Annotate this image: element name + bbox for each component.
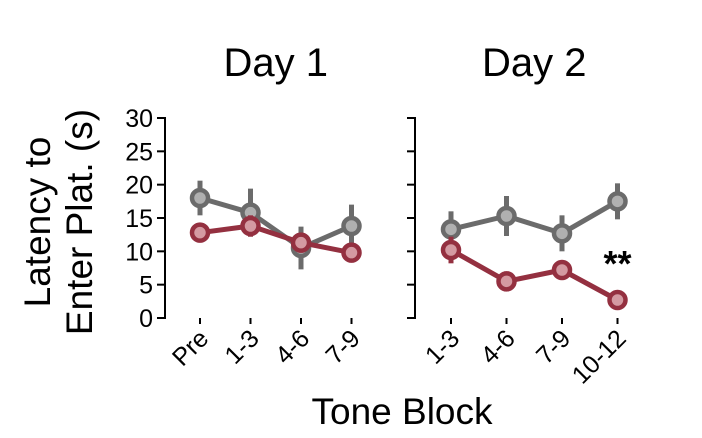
panel-title: Day 1	[224, 41, 329, 85]
series-line	[199, 195, 353, 251]
panel-2: Day 2 1-3 4-6 7-910-12 **	[407, 41, 632, 389]
series-line	[449, 247, 619, 303]
y-tick-label: 5	[139, 272, 153, 300]
y-tick-label: 20	[125, 172, 153, 200]
y-axis-label: Latency to Enter Plat. (s)	[17, 109, 100, 335]
x-tick-label: 7-9	[320, 324, 365, 369]
y-tick-label: 30	[125, 105, 153, 133]
data-point	[189, 187, 211, 209]
data-point	[607, 289, 628, 311]
series-line	[450, 199, 619, 236]
series-red	[440, 236, 628, 311]
y-tick-label: 0	[139, 305, 153, 333]
x-tick-label: 1-3	[420, 324, 465, 369]
data-point	[551, 259, 573, 281]
y-axis-label-line-1: Latency to	[17, 137, 58, 308]
significance-annotation: **	[603, 243, 631, 284]
x-tick-label: Pre	[167, 324, 214, 371]
data-point	[440, 219, 462, 240]
data-point	[496, 205, 517, 227]
y-tick-label: 10	[125, 238, 153, 266]
x-tick-label: 4-6	[475, 324, 520, 369]
x-tick-label: 4-6	[270, 324, 315, 369]
x-tick-label: 1-3	[219, 324, 264, 369]
panel-title: Day 2	[482, 41, 587, 85]
data-point	[189, 222, 211, 243]
x-axis-label: Tone Block	[312, 391, 493, 432]
panel-1: Day 1 0 5 10 15 20 25 30 Pre 1-3 4-6 7-9	[125, 41, 366, 372]
series-red	[189, 215, 362, 263]
series-gray	[189, 180, 362, 270]
series-line	[199, 223, 352, 256]
y-axis-label-line-2: Enter Plat. (s)	[59, 109, 100, 335]
data-point	[341, 242, 362, 263]
data-point	[607, 191, 628, 212]
x-tick-label: 7-9	[531, 324, 576, 369]
data-point	[440, 239, 462, 261]
y-tick-label: 25	[125, 138, 153, 166]
data-point	[290, 232, 312, 253]
data-point	[341, 215, 362, 237]
x-tick-label: 10-12	[567, 324, 632, 389]
y-tick-label: 15	[125, 205, 153, 233]
data-point	[240, 215, 261, 237]
data-point	[496, 271, 517, 292]
data-point	[551, 223, 573, 244]
series-gray	[440, 183, 628, 252]
